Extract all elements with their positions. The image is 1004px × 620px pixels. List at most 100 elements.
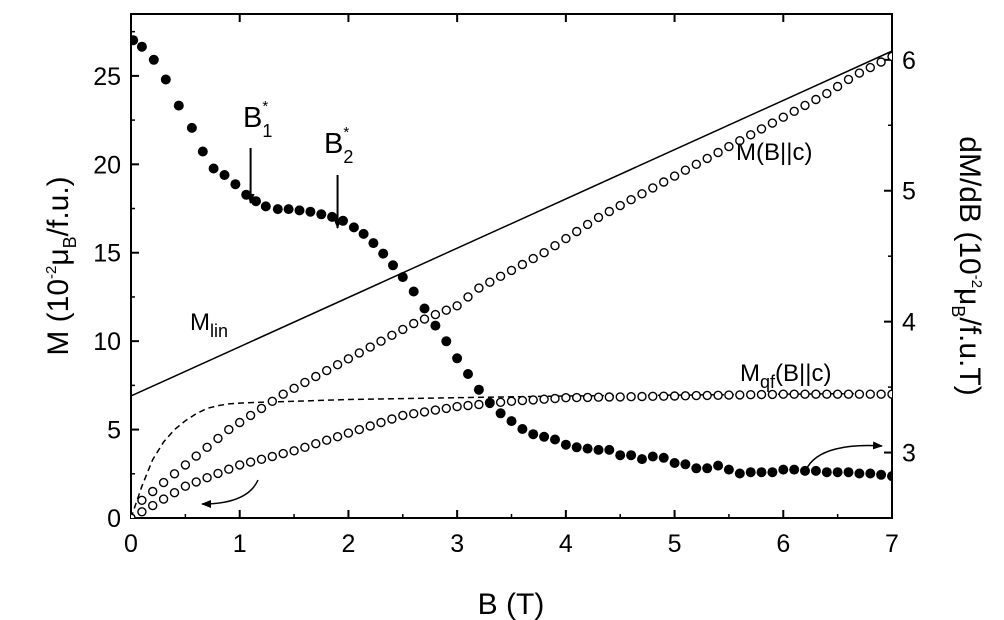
open-point-series-2 <box>147 486 158 497</box>
open-point-series-3 <box>811 389 821 399</box>
filled-point <box>316 209 327 220</box>
filled-point <box>272 204 283 215</box>
open-point-series-3 <box>311 439 321 449</box>
y-left-tick-label: 10 <box>93 328 121 356</box>
open-point-series-3 <box>474 399 484 410</box>
annotation-b1: B1* <box>243 98 272 141</box>
filled-point <box>691 463 702 474</box>
open-point-series-2 <box>419 314 430 324</box>
x-tick-label: 1 <box>233 530 247 558</box>
open-point-series-2 <box>843 74 854 85</box>
open-point-series-2 <box>202 442 212 452</box>
open-point-series-3 <box>332 432 343 442</box>
filled-point <box>658 452 669 463</box>
filled-point <box>378 248 389 259</box>
filled-point <box>637 454 647 465</box>
open-point-series-3 <box>789 389 799 399</box>
x-axis-ticks: 0 1 2 3 4 5 6 7 <box>124 14 899 558</box>
filled-point <box>680 459 691 470</box>
filled-point <box>550 434 560 445</box>
filled-point <box>368 238 379 249</box>
filled-point <box>539 431 550 442</box>
open-point-series-3 <box>572 392 582 403</box>
filled-point <box>260 201 271 212</box>
open-point-series-2 <box>865 62 875 73</box>
open-point-series-2 <box>430 309 441 320</box>
open-point-series-3 <box>843 389 854 399</box>
open-point-series-3 <box>398 410 408 421</box>
filled-point <box>702 463 713 474</box>
filled-point <box>876 469 887 480</box>
open-point-series-3 <box>278 448 288 459</box>
x-tick-label: 4 <box>559 530 573 558</box>
open-point-series-3 <box>604 392 614 402</box>
linear-fit-line <box>131 50 892 397</box>
open-point-series-2 <box>582 219 593 230</box>
filled-point <box>604 444 615 455</box>
open-point-series-3 <box>224 464 234 474</box>
annotation-m-lin: Mlin <box>190 309 228 341</box>
annotation-m-bc: M(B||c) <box>736 139 812 166</box>
open-point-series-2 <box>811 94 821 105</box>
filled-point <box>810 465 821 476</box>
y-right-axis-title: dM/dB (10-2μB/f.u.T) <box>948 136 986 395</box>
filled-point <box>219 170 230 180</box>
open-point-series-2 <box>278 389 288 399</box>
open-point-series-2 <box>234 417 245 428</box>
open-point-series-3 <box>289 446 299 456</box>
open-point-series-2 <box>322 365 332 376</box>
open-point-series-3 <box>767 389 778 400</box>
filled-point <box>821 467 832 478</box>
open-point-series-3 <box>659 391 669 401</box>
open-point-series-2 <box>398 324 408 335</box>
open-point-series-3 <box>865 389 875 399</box>
open-point-series-3 <box>615 392 625 402</box>
open-point-series-2 <box>550 240 560 251</box>
filled-point <box>756 467 767 478</box>
open-point-series-3 <box>137 507 147 517</box>
x-tick-label: 5 <box>668 530 682 558</box>
filled-point <box>305 206 316 217</box>
filled-point <box>626 450 637 461</box>
open-point-series-3 <box>463 400 473 411</box>
open-point-series-3 <box>256 454 267 464</box>
x-tick-label: 7 <box>885 530 899 558</box>
open-point-series-2 <box>485 277 495 287</box>
open-point-series-3 <box>387 414 397 424</box>
open-point-series-2 <box>169 469 180 479</box>
open-point-series-3 <box>637 391 647 402</box>
open-point-series-3 <box>735 390 745 400</box>
y-right-axis-ticks: 3 4 5 6 <box>884 47 916 468</box>
open-point-series-2 <box>659 177 669 187</box>
open-point-series-2 <box>506 265 517 276</box>
open-point-series-2 <box>604 206 614 217</box>
open-point-series-3 <box>147 500 158 511</box>
open-point-series-2 <box>311 371 321 382</box>
open-point-series-3 <box>528 395 538 405</box>
filled-point <box>800 465 810 476</box>
open-point-series-3 <box>158 494 169 504</box>
open-point-series-3 <box>234 460 245 470</box>
filled-point <box>348 222 359 233</box>
open-point-series-3 <box>245 457 256 467</box>
filled-point <box>495 408 506 419</box>
open-point-series-2 <box>517 259 528 270</box>
open-point-series-2 <box>332 360 343 370</box>
open-point-series-2 <box>767 118 778 128</box>
open-point-series-3 <box>778 389 788 399</box>
open-point-series-2 <box>789 106 799 117</box>
filled-point <box>745 467 756 478</box>
y-right-tick-label: 5 <box>902 178 916 206</box>
open-point-series-2 <box>680 165 691 175</box>
quasi-free-curve <box>131 392 892 518</box>
open-point-series-2 <box>822 88 832 99</box>
filled-point <box>419 303 430 314</box>
filled-point <box>197 146 208 157</box>
open-point-series-2 <box>832 81 843 92</box>
filled-point <box>571 442 582 453</box>
filled-point <box>887 471 892 482</box>
filled-point <box>397 272 408 283</box>
open-point-series-2 <box>474 283 484 293</box>
filled-point <box>136 41 147 52</box>
filled-point <box>865 468 876 479</box>
